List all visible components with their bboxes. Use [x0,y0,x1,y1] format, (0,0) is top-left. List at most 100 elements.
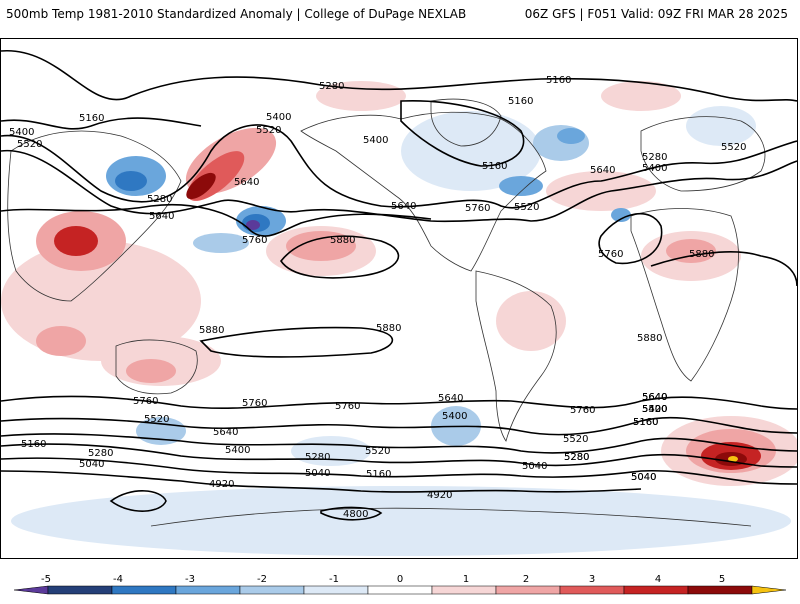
contour-line [1,395,797,410]
atlantic-cold-core [611,208,631,222]
contour-label: 5400 [9,127,34,138]
contour-label: 5880 [689,249,714,260]
contour-label: 5400 [363,135,388,146]
contour-label: 5400 [642,404,667,415]
contour-label: 5520 [721,142,746,153]
antarctic-cold-area [11,486,791,556]
contour-label: 5760 [570,405,595,416]
china-warm-strong [54,226,98,256]
contour-label: 5040 [522,461,547,472]
colorbar-swatch [367,585,433,595]
contour-label: 5400 [442,411,467,422]
contour-line [1,433,797,454]
contour-line [650,251,797,287]
kamchatka-warm-peak [186,172,216,200]
south-america-warm-area [496,291,566,351]
anomaly-colorbar: -5 -4 -3 -2 -1 0 1 2 3 4 5 [0,570,800,600]
contour-label: 5640 [642,392,667,403]
colorbar-swatch [431,585,497,595]
contour-label: 4800 [343,509,368,520]
europe-outline [640,116,766,192]
contour-line [1,124,797,209]
contour-label: 5760 [465,203,490,214]
contour-label: 5160 [633,417,658,428]
contour-label: 5880 [637,333,662,344]
contour-label: 5640 [391,201,416,212]
colorbar-swatch [111,585,177,595]
contour-label: 5280 [564,452,589,463]
colorbar-swatch [559,585,625,595]
colorbar-swatch [175,585,241,595]
contour-label: 5760 [242,235,267,246]
contour-label: 5880 [376,323,401,334]
contour-label: 5520 [256,125,281,136]
greenland-cold-core [557,128,585,144]
north-america-outline [300,111,547,272]
contour-label: 5640 [642,392,667,403]
contour-label: 4920 [427,490,452,501]
contour-line [598,212,663,265]
contour-label: 5400 [225,445,250,456]
contour-label: 5760 [598,249,623,260]
contour-label: 5640 [234,177,259,188]
contour-line [1,50,797,102]
contour-label: 5160 [546,75,571,86]
contour-line [199,326,394,358]
colorbar-tick-label: -2 [257,574,267,585]
header: 500mb Temp 1981-2010 Standardized Anomal… [0,0,800,34]
contour-line [1,149,797,223]
colorbar-tick-label: 2 [523,574,529,585]
contour-label: 5880 [199,325,224,336]
siberia-cold-core [115,171,147,191]
contour-label: 5520 [144,414,169,425]
contour-label: 5160 [482,161,507,172]
contour-label: 5280 [305,452,330,463]
colorbar-swatch [239,585,305,595]
colorbar-swatch [47,585,113,595]
contour-label: 5160 [366,469,391,480]
colorbar-tick-labels: -5 -4 -3 -2 -1 0 1 2 3 4 5 [41,574,725,585]
contour-label: 5640 [642,392,667,403]
colorbar-swatch [623,585,689,595]
contour-label: 5280 [642,152,667,163]
colorbar-tick-label: 4 [655,574,661,585]
anomaly-map: 5280 5160 5160 5160 5400 5520 5400 5520 … [0,38,798,559]
contour-label: 5040 [305,468,330,479]
colorbar-tick-label: 3 [589,574,595,585]
indian-ocean-warm-core [36,326,86,356]
height-contours [1,50,797,521]
anomaly-shading [1,81,797,556]
contour-label: 5160 [633,417,658,428]
coastlines [7,98,766,527]
colorbar-swatch [687,585,753,595]
contour-line [1,457,797,485]
colorbar-tick-label: -4 [113,574,123,585]
australia-outline [115,339,198,395]
colorbar-tick-label: -5 [41,574,51,585]
pacific-cold-area [193,233,249,253]
contour-label: 5760 [335,401,360,412]
map-title: 500mb Temp 1981-2010 Standardized Anomal… [6,7,467,21]
contour-label: 5640 [590,165,615,176]
east-us-cold-core [499,176,543,196]
colorbar-swatch [495,585,561,595]
contour-label: 5640 [213,427,238,438]
contour-label: 5520 [514,202,539,213]
contour-line [1,416,797,436]
colorbar-tick-label: -3 [185,574,195,585]
contour-line [1,470,642,493]
contour-label: 5280 [319,81,344,92]
arctic-warm-area [601,81,681,111]
scandinavia-cold-area [686,106,756,146]
contour-label: 5040 [631,472,656,483]
antarctica-outline [150,507,752,527]
pacific-warm-core [286,231,356,261]
north-pacific-cold-peak [246,220,260,230]
southern-ocean-warm-max [728,456,738,462]
contour-label: 5160 [508,96,533,107]
contour-label: 5520 [365,446,390,457]
contour-label: 5640 [438,393,463,404]
contour-line [280,235,400,279]
contour-line [400,99,525,167]
colorbar-swatch [13,585,49,595]
